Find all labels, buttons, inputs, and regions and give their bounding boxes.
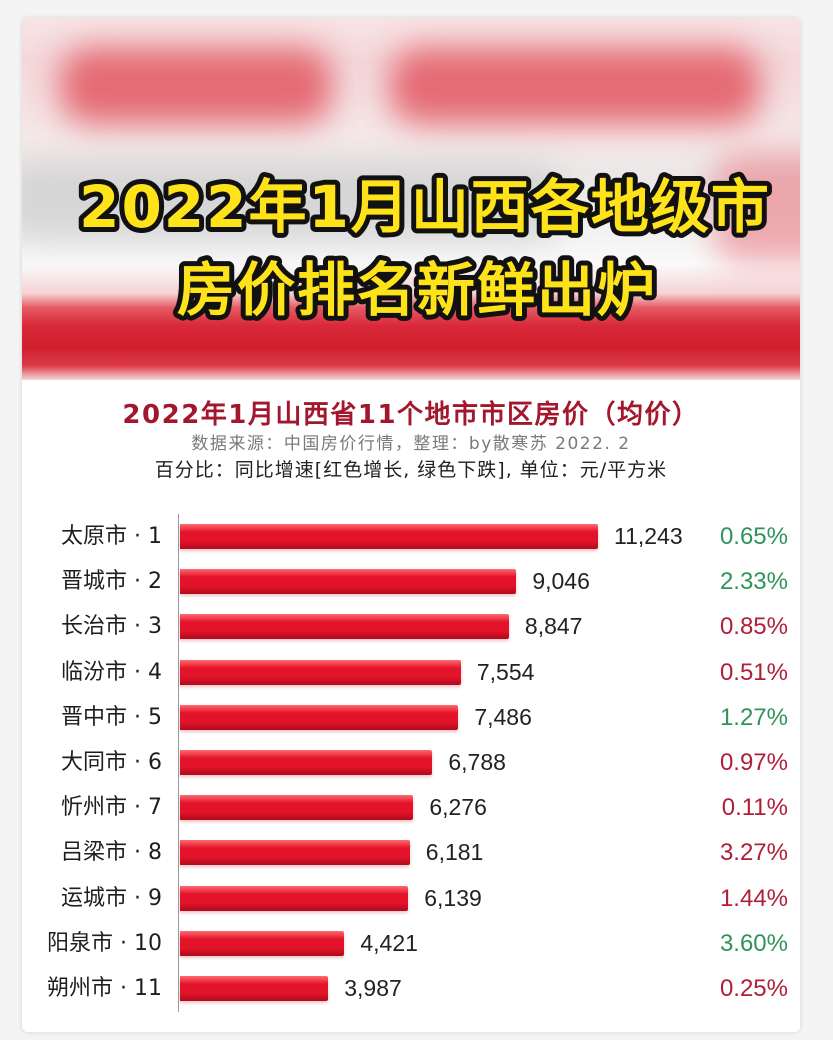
banner-blur-shape — [60, 48, 332, 124]
bar — [180, 569, 517, 595]
banner-blur-shape — [712, 153, 800, 263]
chart-row: 长治市 · 3 8,847 0.85% — [22, 604, 800, 649]
header-banner: 2022年1月山西各地级市 房价排名新鲜出炉 — [22, 18, 800, 380]
growth-label: 0.51% — [719, 658, 788, 686]
category-label: 晋中市 · 5 — [61, 704, 162, 730]
growth-label: 1.27% — [719, 703, 788, 731]
chart-row: 吕梁市 · 8 6,181 3.27% — [22, 830, 800, 875]
chart-panel: 2022年1月山西省11个地市市区房价（均价） 数据来源：中国房价行情，整理：b… — [22, 380, 800, 1032]
chart-row: 阳泉市 · 10 4,421 3.60% — [22, 921, 800, 966]
chart-source: 数据来源：中国房价行情，整理：by散寒苏 2022. 2 — [191, 434, 631, 454]
growth-label: 0.85% — [719, 613, 788, 641]
growth-label: 3.60% — [719, 929, 788, 957]
growth-label: 3.27% — [719, 839, 788, 867]
chart-note: 百分比：同比增速[红色增长, 绿色下跌], 单位：元/平方米 — [154, 459, 668, 481]
growth-label: 1.44% — [719, 884, 788, 912]
category-label: 太原市 · 1 — [61, 524, 162, 549]
category-label: 吕梁市 · 8 — [61, 840, 162, 866]
category-label: 临汾市 · 4 — [61, 659, 162, 685]
bar — [180, 524, 598, 549]
growth-label: 0.25% — [719, 975, 788, 1002]
chart-row: 朔州市 · 11 3,987 0.25% — [22, 966, 800, 1011]
chart-row: 临汾市 · 4 7,554 0.51% — [22, 650, 800, 695]
headline-line-1: 2022年1月山西各地级市 — [79, 173, 771, 241]
value-label: 3,987 — [344, 975, 402, 1001]
growth-label: 0.65% — [719, 523, 788, 550]
bar — [180, 885, 409, 911]
growth-label: 0.11% — [721, 794, 788, 822]
bar — [180, 976, 329, 1001]
chart-row: 太原市 · 1 11,243 0.65% — [22, 514, 800, 559]
value-label: 4,421 — [360, 929, 418, 956]
headline-line-2: 房价排名新鲜出炉 — [177, 256, 657, 324]
value-label: 8,847 — [524, 613, 583, 640]
category-label: 晋城市 · 2 — [61, 569, 162, 595]
value-label: 7,486 — [474, 703, 532, 730]
headline: 2022年1月山西各地级市 房价排名新鲜出炉 — [74, 168, 774, 329]
value-label: 9,046 — [532, 568, 590, 595]
growth-label: 0.97% — [719, 749, 788, 776]
value-label: 6,788 — [448, 749, 506, 775]
infographic-card: 2022年1月山西各地级市 房价排名新鲜出炉 2022年1月山西省11个地市市区… — [22, 18, 800, 1032]
chart-row: 大同市 · 6 6,788 0.97% — [22, 740, 800, 785]
banner-blur-shape — [22, 163, 562, 243]
value-label: 7,554 — [476, 658, 535, 685]
category-label: 长治市 · 3 — [61, 614, 162, 640]
bar — [180, 930, 345, 956]
chart-row: 运城市 · 9 6,139 1.44% — [22, 876, 800, 921]
value-label: 6,181 — [425, 839, 484, 866]
category-label: 阳泉市 · 10 — [47, 930, 162, 956]
chart-row: 晋中市 · 5 7,486 1.27% — [22, 695, 800, 740]
bar-chart: 太原市 · 1 11,243 0.65% 晋城市 · 2 9,046 2.33% 长治市 ·… — [22, 514, 800, 1012]
category-label: 大同市 · 6 — [61, 750, 162, 775]
y-axis-line — [178, 514, 179, 1012]
value-label: 11,243 — [614, 523, 683, 549]
banner-blur-shape — [390, 48, 760, 124]
bar — [180, 704, 459, 730]
chart-row: 忻州市 · 7 6,276 0.11% — [22, 785, 800, 830]
category-label: 朔州市 · 11 — [47, 976, 162, 1001]
growth-label: 2.33% — [719, 568, 788, 596]
chart-row: 晋城市 · 2 9,046 2.33% — [22, 559, 800, 604]
bar — [180, 840, 410, 866]
value-label: 6,139 — [424, 884, 482, 911]
value-label: 6,276 — [429, 794, 487, 821]
bar — [180, 659, 461, 685]
category-label: 运城市 · 9 — [61, 885, 162, 911]
bar — [180, 750, 433, 775]
chart-title: 2022年1月山西省11个地市市区房价（均价） — [122, 400, 700, 430]
bar — [180, 795, 414, 821]
category-label: 忻州市 · 7 — [61, 795, 162, 821]
bar — [180, 614, 509, 640]
